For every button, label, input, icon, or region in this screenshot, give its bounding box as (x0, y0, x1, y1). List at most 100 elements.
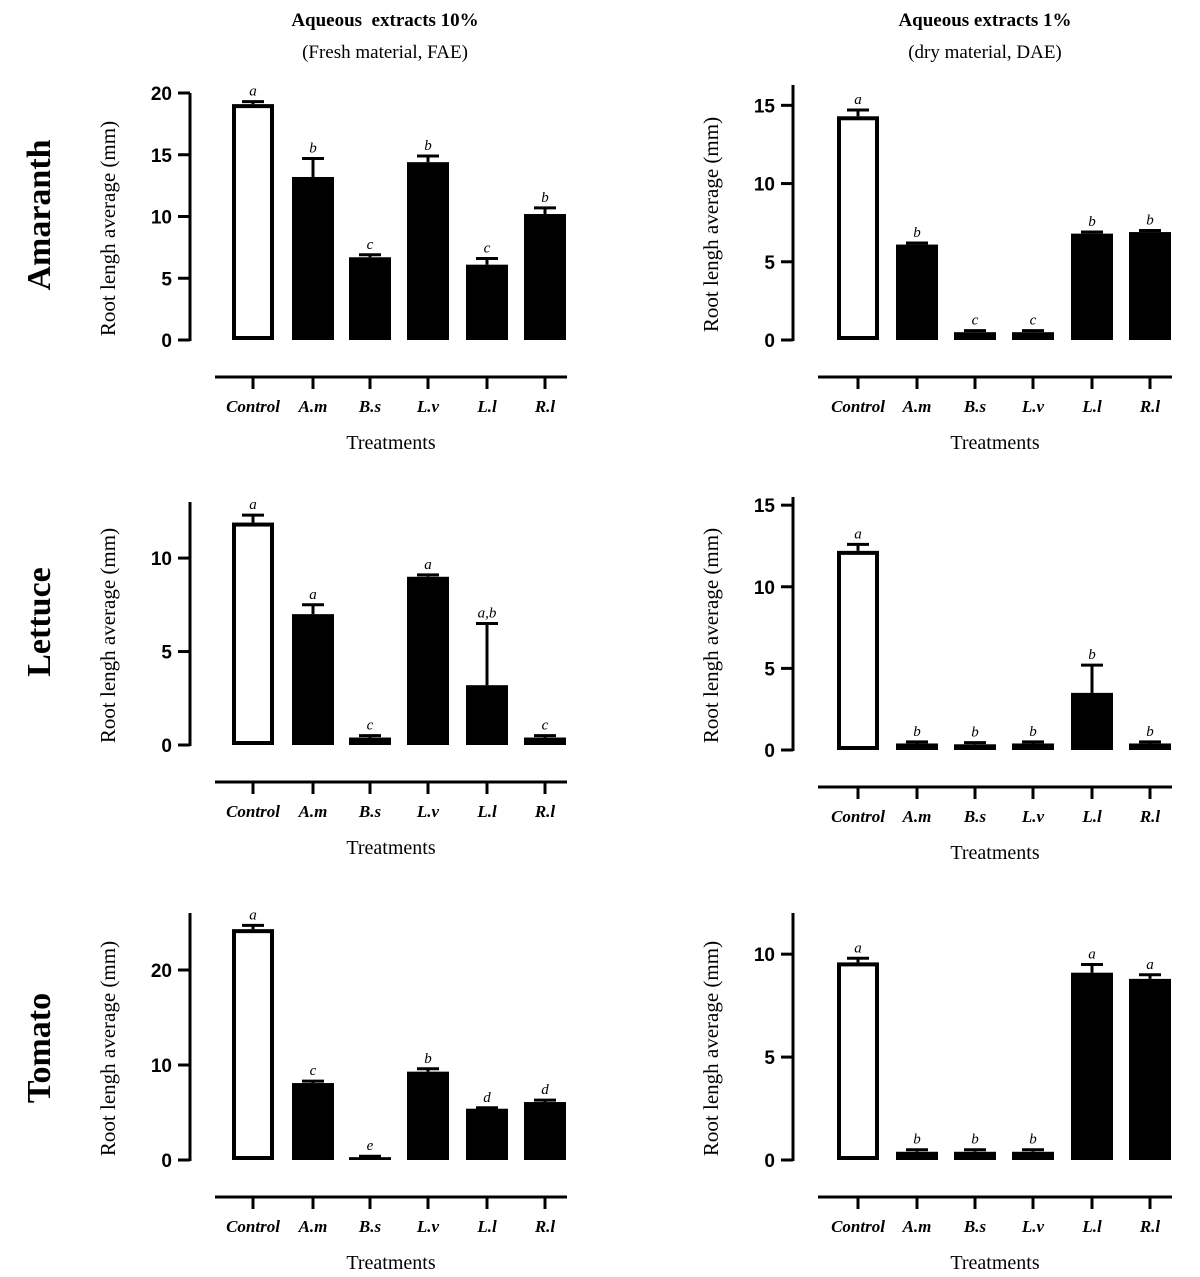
bar (1071, 692, 1113, 750)
significance-letter: c (972, 313, 979, 329)
y-tick-label: 10 (151, 1056, 172, 1077)
x-tick-label: R.l (534, 1217, 556, 1236)
x-axis-label: Treatments (950, 842, 1039, 864)
x-tick-label: B.s (358, 397, 382, 416)
significance-letter: b (913, 724, 921, 740)
significance-letter: c (367, 718, 374, 734)
y-tick-label: 0 (764, 331, 775, 352)
x-tick-label: L.v (1021, 807, 1045, 826)
x-tick-label: A.m (298, 802, 328, 821)
y-tick-label: 0 (161, 736, 172, 757)
bar (1129, 978, 1171, 1160)
x-axis-label: Treatments (346, 1252, 435, 1274)
x-axis-label: Treatments (950, 1252, 1039, 1274)
x-tick-label: B.s (963, 1217, 987, 1236)
x-tick-label: L.l (476, 802, 497, 821)
row-label: Lettuce (21, 567, 58, 677)
x-tick-label: A.m (902, 1217, 932, 1236)
x-tick-label: L.l (1081, 807, 1102, 826)
significance-letter: b (1088, 214, 1096, 230)
significance-letter: c (310, 1063, 317, 1079)
x-tick-label: Control (226, 802, 280, 821)
x-tick-label: L.v (416, 802, 440, 821)
bar (349, 1157, 391, 1160)
bar (407, 576, 449, 745)
significance-letter: a (249, 497, 257, 513)
x-tick-label: L.l (1081, 397, 1102, 416)
x-tick-label: A.m (298, 397, 328, 416)
significance-letter: b (424, 138, 432, 154)
significance-letter: b (971, 1132, 979, 1148)
x-tick-label: R.l (1139, 397, 1161, 416)
y-axis-label: Root lengh average (mm) (699, 528, 723, 743)
bar (1012, 332, 1054, 340)
significance-letter: b (1146, 212, 1154, 228)
y-tick-label: 5 (764, 659, 775, 680)
significance-letter: b (1029, 1132, 1037, 1148)
significance-letter: c (542, 718, 549, 734)
chart-panel: 0 5 10 15 20 Root lengh average (mm) Control a A… (96, 84, 567, 454)
y-tick-label: 10 (151, 549, 172, 570)
bar (466, 685, 508, 745)
x-tick-label: A.m (298, 1217, 328, 1236)
y-axis-label: Root lengh average (mm) (96, 941, 120, 1156)
y-tick-label: 15 (151, 146, 173, 167)
x-tick-label: L.v (1021, 397, 1045, 416)
y-tick-label: 15 (754, 496, 776, 517)
x-tick-label: A.m (902, 397, 932, 416)
significance-letter: d (483, 1090, 491, 1106)
bar (524, 737, 566, 745)
y-tick-label: 20 (151, 961, 172, 982)
bar-control (232, 522, 274, 745)
bar-control (837, 962, 879, 1161)
y-tick-label: 20 (151, 84, 172, 105)
significance-letter: c (484, 240, 491, 256)
significance-letter: b (913, 225, 921, 241)
significance-letter: b (309, 140, 317, 156)
significance-letter: a (249, 84, 257, 100)
y-axis-label: Root lengh average (mm) (699, 941, 723, 1156)
y-axis-label: Root lengh average (mm) (699, 117, 723, 332)
x-tick-label: Control (831, 1217, 885, 1236)
x-tick-label: Control (226, 397, 280, 416)
significance-letter: b (913, 1132, 921, 1148)
y-axis-label: Root lengh average (mm) (96, 528, 120, 743)
y-tick-label: 10 (151, 208, 172, 229)
significance-letter: b (1029, 724, 1037, 740)
x-tick-label: Control (226, 1217, 280, 1236)
bar (292, 176, 334, 340)
significance-letter: a (1088, 946, 1096, 962)
y-tick-label: 5 (161, 643, 172, 664)
bar (407, 162, 449, 340)
bar-control (232, 104, 274, 340)
y-tick-label: 0 (161, 331, 172, 352)
x-tick-label: L.l (476, 397, 497, 416)
bar (954, 332, 996, 340)
bar (1012, 743, 1054, 750)
column-header-dae: Aqueous extracts 1% (dry material, DAE) (898, 10, 1071, 63)
bar (349, 737, 391, 745)
bar-control (232, 929, 274, 1161)
x-tick-label: Control (831, 397, 885, 416)
x-tick-label: B.s (358, 1217, 382, 1236)
row-label: Amaranth (21, 139, 58, 290)
x-tick-label: B.s (358, 802, 382, 821)
y-axis-label: Root lengh average (mm) (96, 121, 120, 336)
chart-panel: 0 5 10 Root lengh average (mm) Control a A.m a B… (96, 497, 567, 859)
x-axis-label: Treatments (346, 432, 435, 454)
significance-letter: a (854, 940, 862, 956)
x-tick-label: R.l (534, 397, 556, 416)
y-tick-label: 10 (754, 578, 775, 599)
bar (466, 264, 508, 340)
x-axis-label: Treatments (346, 837, 435, 859)
column-header-fae: Aqueous extracts 10% (Fresh material, FA… (291, 10, 478, 63)
significance-letter: b (541, 190, 549, 206)
significance-letter: a (424, 557, 432, 573)
significance-letter: a (854, 526, 862, 542)
bar (954, 744, 996, 750)
significance-letter: a (249, 907, 257, 923)
column-subtitle: (Fresh material, FAE) (302, 42, 468, 63)
significance-letter: e (367, 1138, 374, 1154)
significance-letter: a,b (478, 606, 497, 622)
